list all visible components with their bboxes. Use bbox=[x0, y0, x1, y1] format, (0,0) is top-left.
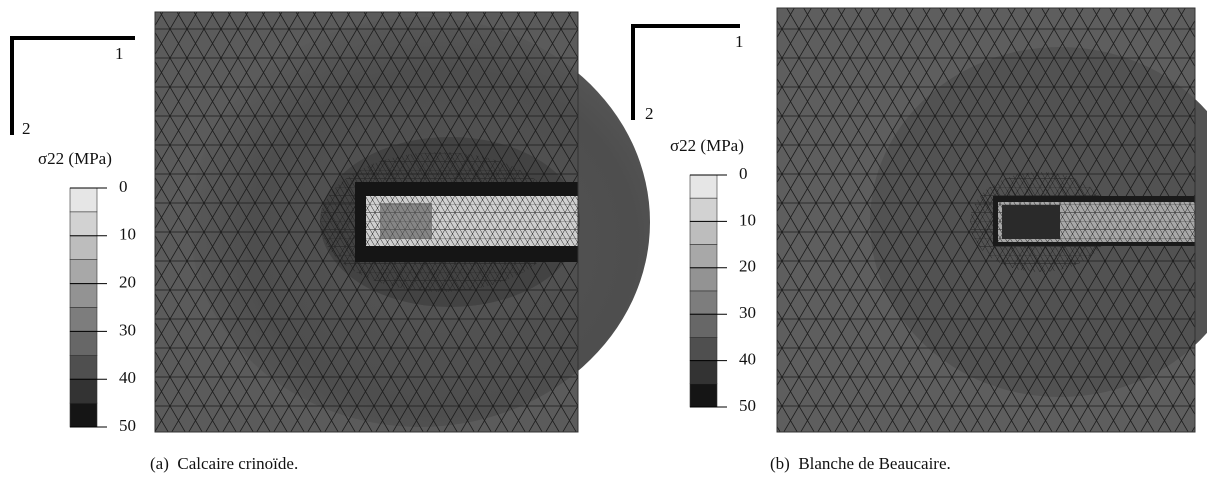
color-band bbox=[69, 354, 98, 380]
tick-label: 50 bbox=[119, 416, 136, 435]
axis-label: 1 bbox=[115, 44, 124, 63]
color-band bbox=[689, 313, 718, 338]
tick-label: 20 bbox=[119, 273, 136, 292]
color-band bbox=[689, 197, 718, 222]
color-band bbox=[69, 283, 98, 308]
tick-label: 20 bbox=[739, 257, 756, 276]
color-band bbox=[689, 290, 718, 315]
caption: (b) Blanche de Beaucaire. bbox=[770, 454, 951, 473]
tick-label: 40 bbox=[739, 350, 756, 369]
tick-label: 0 bbox=[739, 164, 748, 183]
color-band bbox=[69, 187, 98, 213]
tick-label: 10 bbox=[119, 225, 136, 244]
color-band bbox=[689, 174, 718, 199]
axis-glyph bbox=[10, 36, 135, 135]
color-band bbox=[69, 402, 98, 428]
axis-label: 2 bbox=[645, 104, 654, 123]
tick-label: 10 bbox=[739, 210, 756, 229]
color-band bbox=[689, 360, 718, 385]
axis-label: 1 bbox=[735, 32, 744, 51]
axis-label: 2 bbox=[22, 119, 31, 138]
color-band bbox=[689, 221, 718, 245]
color-band bbox=[69, 259, 98, 284]
tick-label: 30 bbox=[119, 320, 136, 339]
color-band bbox=[689, 267, 718, 292]
color-band bbox=[689, 383, 718, 408]
mesh-a bbox=[154, 11, 650, 433]
tick-label: 40 bbox=[119, 368, 136, 387]
color-band bbox=[689, 244, 718, 269]
color-band bbox=[69, 331, 98, 356]
color-band bbox=[69, 378, 98, 404]
color-band bbox=[69, 235, 98, 261]
tick-label: 50 bbox=[739, 396, 756, 415]
color-band bbox=[69, 307, 98, 332]
tick-label: 0 bbox=[119, 177, 128, 196]
caption: (a) Calcaire crinoïde. bbox=[150, 454, 298, 473]
legend-title: σ22 (MPa) bbox=[38, 149, 112, 168]
axis-glyph bbox=[631, 24, 740, 120]
tick-label: 30 bbox=[739, 303, 756, 322]
mesh-b bbox=[776, 7, 1207, 433]
color-band bbox=[689, 337, 718, 361]
color-band bbox=[69, 211, 98, 237]
legend-title: σ22 (MPa) bbox=[670, 136, 744, 155]
